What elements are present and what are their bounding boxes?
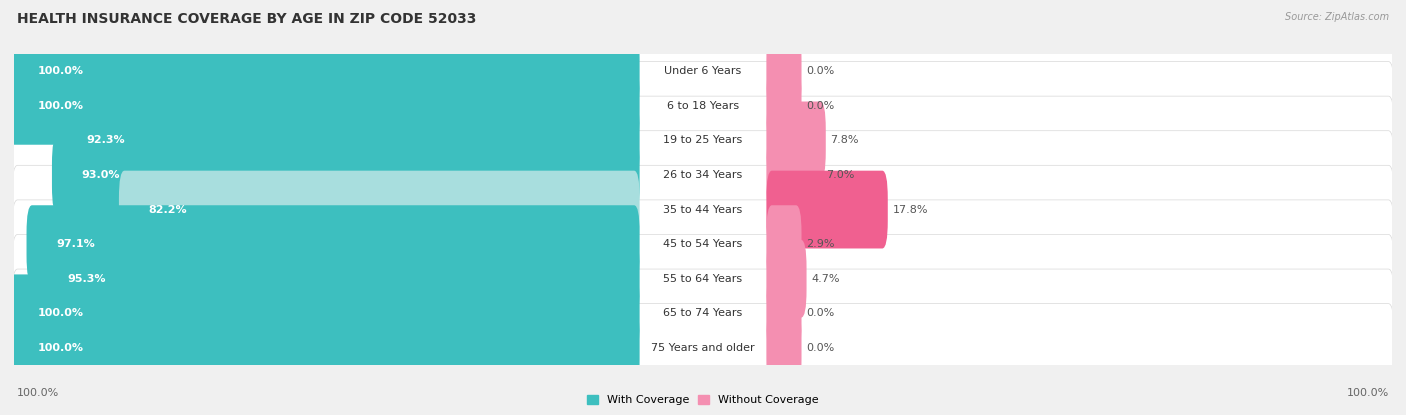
Text: 100.0%: 100.0% xyxy=(38,343,84,353)
Text: 100.0%: 100.0% xyxy=(17,388,59,398)
FancyBboxPatch shape xyxy=(766,136,821,214)
Legend: With Coverage, Without Coverage: With Coverage, Without Coverage xyxy=(582,390,824,410)
FancyBboxPatch shape xyxy=(27,205,640,283)
Text: Under 6 Years: Under 6 Years xyxy=(665,66,741,76)
FancyBboxPatch shape xyxy=(8,32,640,110)
Text: 26 to 34 Years: 26 to 34 Years xyxy=(664,170,742,180)
FancyBboxPatch shape xyxy=(766,102,825,179)
Text: 55 to 64 Years: 55 to 64 Years xyxy=(664,274,742,284)
FancyBboxPatch shape xyxy=(13,304,1393,392)
Text: 100.0%: 100.0% xyxy=(38,308,84,318)
Text: 75 Years and older: 75 Years and older xyxy=(651,343,755,353)
FancyBboxPatch shape xyxy=(13,234,1393,323)
FancyBboxPatch shape xyxy=(766,205,801,283)
Text: 7.0%: 7.0% xyxy=(825,170,853,180)
FancyBboxPatch shape xyxy=(8,274,640,352)
FancyBboxPatch shape xyxy=(120,171,640,249)
FancyBboxPatch shape xyxy=(13,131,1393,219)
FancyBboxPatch shape xyxy=(8,67,640,145)
FancyBboxPatch shape xyxy=(766,240,807,317)
Text: 65 to 74 Years: 65 to 74 Years xyxy=(664,308,742,318)
Text: 92.3%: 92.3% xyxy=(86,135,125,145)
FancyBboxPatch shape xyxy=(766,32,801,110)
FancyBboxPatch shape xyxy=(766,171,887,249)
FancyBboxPatch shape xyxy=(56,102,640,179)
FancyBboxPatch shape xyxy=(38,240,640,317)
FancyBboxPatch shape xyxy=(766,274,801,352)
FancyBboxPatch shape xyxy=(13,269,1393,358)
Text: 93.0%: 93.0% xyxy=(82,170,120,180)
Text: HEALTH INSURANCE COVERAGE BY AGE IN ZIP CODE 52033: HEALTH INSURANCE COVERAGE BY AGE IN ZIP … xyxy=(17,12,477,27)
Text: 0.0%: 0.0% xyxy=(807,66,835,76)
Text: 7.8%: 7.8% xyxy=(831,135,859,145)
Text: 0.0%: 0.0% xyxy=(807,343,835,353)
Text: 2.9%: 2.9% xyxy=(807,239,835,249)
Text: 100.0%: 100.0% xyxy=(38,101,84,111)
FancyBboxPatch shape xyxy=(766,309,801,387)
FancyBboxPatch shape xyxy=(13,27,1393,115)
Text: 100.0%: 100.0% xyxy=(1347,388,1389,398)
Text: 0.0%: 0.0% xyxy=(807,308,835,318)
FancyBboxPatch shape xyxy=(13,200,1393,288)
Text: 95.3%: 95.3% xyxy=(67,274,105,284)
Text: 97.1%: 97.1% xyxy=(56,239,94,249)
FancyBboxPatch shape xyxy=(13,165,1393,254)
FancyBboxPatch shape xyxy=(13,61,1393,150)
Text: 45 to 54 Years: 45 to 54 Years xyxy=(664,239,742,249)
Text: Source: ZipAtlas.com: Source: ZipAtlas.com xyxy=(1285,12,1389,22)
Text: 19 to 25 Years: 19 to 25 Years xyxy=(664,135,742,145)
Text: 6 to 18 Years: 6 to 18 Years xyxy=(666,101,740,111)
Text: 82.2%: 82.2% xyxy=(149,205,187,215)
Text: 0.0%: 0.0% xyxy=(807,101,835,111)
Text: 17.8%: 17.8% xyxy=(893,205,928,215)
FancyBboxPatch shape xyxy=(13,96,1393,185)
FancyBboxPatch shape xyxy=(8,309,640,387)
Text: 35 to 44 Years: 35 to 44 Years xyxy=(664,205,742,215)
FancyBboxPatch shape xyxy=(52,136,640,214)
Text: 4.7%: 4.7% xyxy=(811,274,839,284)
Text: 100.0%: 100.0% xyxy=(38,66,84,76)
FancyBboxPatch shape xyxy=(766,67,801,145)
